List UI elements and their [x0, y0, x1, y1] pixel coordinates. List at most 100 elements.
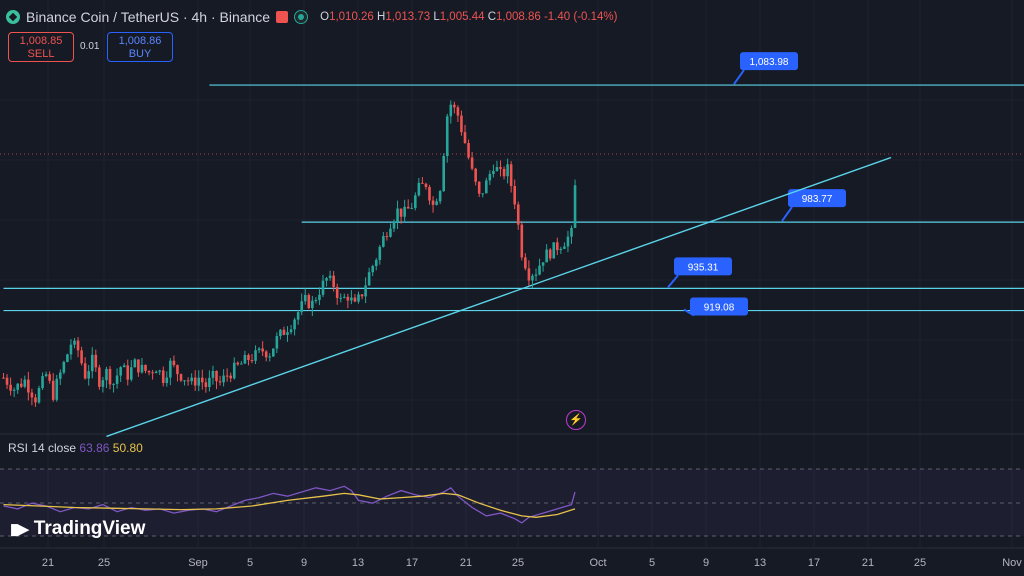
candle-body [403, 206, 406, 217]
candle-body [87, 371, 90, 379]
candle-body [137, 359, 140, 373]
candle-body [261, 348, 264, 352]
price-levels[interactable]: 1,083.98 983.77 935.31 919.08 [3, 52, 1024, 438]
candle-body [41, 376, 44, 389]
candle-body [183, 380, 186, 382]
candle-body [59, 372, 62, 379]
candle-body [417, 182, 421, 196]
candle-body [272, 348, 275, 357]
candle-body [453, 104, 456, 108]
candle-body [424, 183, 428, 187]
rsi-pane [0, 433, 1024, 537]
candle-body [414, 195, 417, 208]
candle-body [474, 168, 477, 182]
price-badge [788, 189, 846, 208]
candle-body [463, 132, 467, 144]
chart-header: Binance Coin / TetherUS · 4h · Binance O… [6, 9, 617, 25]
candle-body [477, 181, 481, 194]
candle-body [534, 274, 538, 276]
candle-body [339, 297, 343, 299]
candle-body [492, 170, 495, 174]
candle-body [12, 389, 16, 391]
candle-body [186, 380, 190, 382]
candle-body [282, 329, 286, 335]
x-tick-label: 13 [754, 557, 766, 569]
candle-body [335, 286, 339, 299]
candle-body [147, 370, 151, 373]
candle-body [240, 363, 243, 365]
candle-body [158, 370, 161, 372]
candle-body [236, 362, 240, 365]
candle-body [133, 359, 137, 368]
x-tick-label: 25 [98, 557, 110, 569]
candle-body [218, 381, 222, 383]
badge-pointer [781, 206, 793, 222]
x-tick-label: 21 [862, 557, 874, 569]
candle-body [165, 377, 169, 383]
candle-body [563, 246, 566, 249]
ohlc-readout: O1,010.26 H1,013.73 L1,005.44 C1,008.86 … [320, 11, 618, 23]
candle-body [144, 364, 147, 371]
candle-body [229, 375, 232, 379]
rsi-ma-value: 50.80 [112, 441, 143, 455]
market-dot-icon [294, 10, 309, 24]
candle-body [293, 319, 296, 330]
price-badge-label: 1,083.98 [750, 57, 789, 68]
candle-body [119, 367, 122, 376]
x-tick-label: 9 [301, 557, 307, 569]
candle-body [172, 360, 176, 366]
candle-body [176, 365, 179, 375]
candle-body [98, 367, 101, 387]
trend-line [106, 156, 892, 438]
candle-body [208, 377, 211, 388]
candle-body [66, 354, 69, 362]
candle-body [268, 356, 272, 358]
rsi-label: RSI 14 close [8, 441, 77, 455]
sell-button[interactable]: 1,008.85 SELL [8, 32, 74, 62]
candle-body [406, 206, 410, 209]
x-tick-label: 17 [808, 557, 820, 569]
price-badge-label: 919.08 [704, 303, 735, 314]
candle-body [69, 344, 73, 355]
spread-value: 0.01 [80, 41, 100, 52]
candle-body [399, 208, 403, 217]
candle-body [311, 300, 314, 309]
candle-body [438, 191, 442, 202]
buy-button[interactable]: 1,008.86 BUY [107, 32, 173, 62]
close-square-icon[interactable] [276, 11, 289, 23]
candle-body [101, 380, 105, 387]
badge-pointer [733, 69, 745, 85]
candle-body [506, 164, 509, 177]
symbol-title[interactable]: Binance Coin / TetherUS · 4h · Binance [26, 9, 271, 25]
candle-body [445, 116, 449, 156]
candle-body [9, 384, 12, 391]
candle-body [5, 377, 9, 385]
candle-body [289, 329, 293, 333]
candle-body [321, 280, 325, 295]
candle-body [332, 275, 335, 287]
candle-body [94, 354, 98, 368]
flash-icon[interactable]: ⚡ [566, 410, 586, 430]
candle-body [524, 257, 527, 269]
candle-body [37, 388, 41, 403]
candle-body [367, 272, 371, 286]
candle-body [300, 301, 303, 313]
candle-body [538, 265, 541, 275]
candle-body [51, 380, 55, 400]
x-tick-label: 5 [247, 557, 253, 569]
candle-body [442, 155, 445, 192]
buy-price: 1,008.86 [118, 35, 162, 47]
candle-body [83, 363, 87, 379]
x-tick-label: Sep [188, 557, 208, 569]
candle-body [325, 278, 328, 281]
candle-body [353, 297, 357, 302]
candle-body [201, 377, 204, 383]
price-badge [740, 52, 798, 71]
x-tick-label: 9 [703, 557, 709, 569]
candle-body [225, 375, 229, 377]
rsi-legend[interactable]: RSI 14 close 63.86 50.80 [8, 441, 143, 455]
candle-body [385, 235, 389, 237]
candle-body [513, 186, 516, 205]
x-tick-label: Oct [589, 557, 606, 569]
